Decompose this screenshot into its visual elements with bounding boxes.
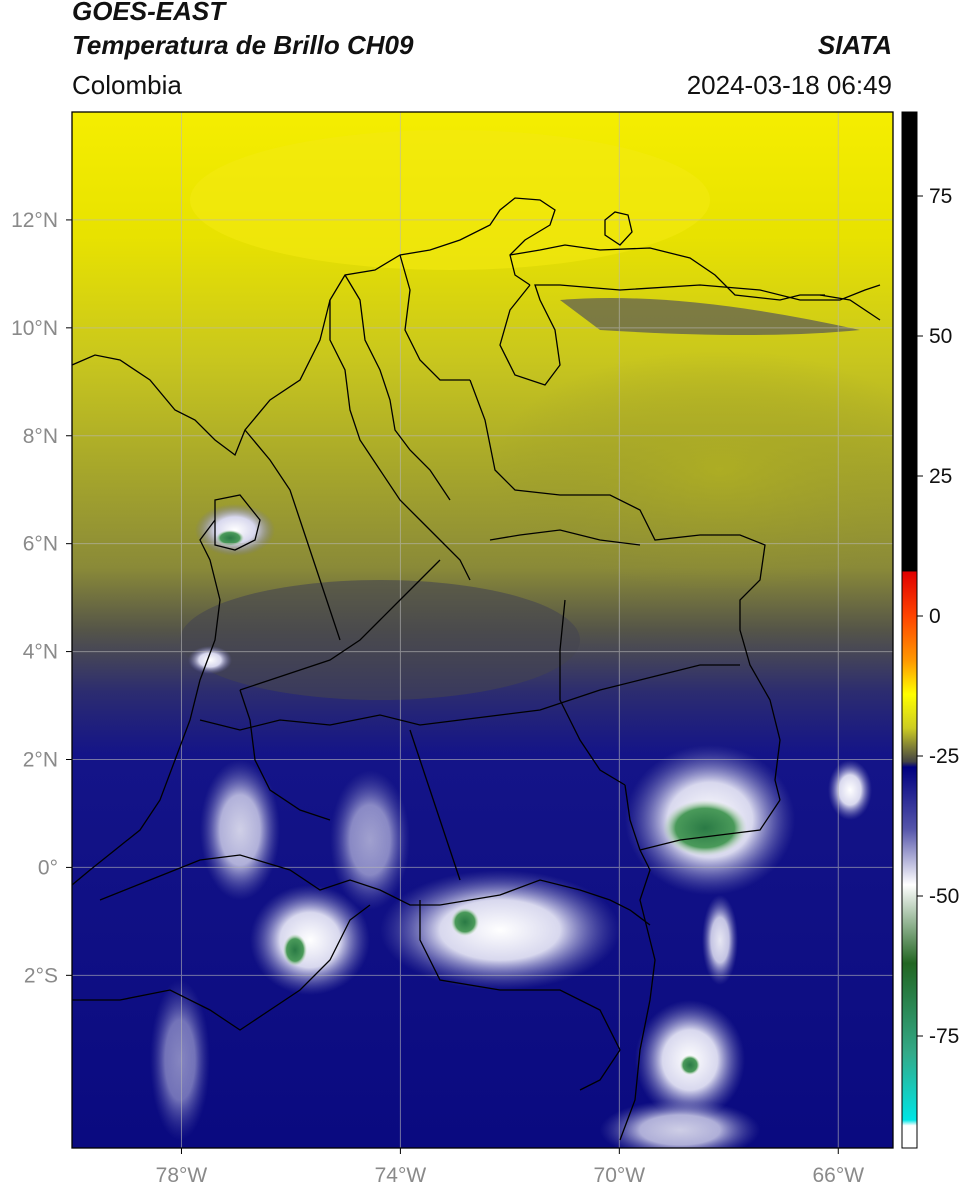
gridlines: [72, 112, 893, 1148]
source-label: SIATA: [817, 30, 892, 60]
colorbar-ticks: 75 50 25 0 -25 -50 -75: [917, 185, 959, 1048]
colorbar-tick-label: 50: [929, 325, 952, 348]
lat-tick-label: 10°N: [11, 317, 58, 340]
lat-tick-label: 6°N: [23, 533, 58, 556]
map-frame: [71, 111, 894, 1149]
colorbar-tick-label: 25: [929, 465, 952, 488]
lon-tick-label: 78°W: [156, 1164, 208, 1187]
lon-tick-label: 66°W: [812, 1164, 864, 1187]
latitude-ticks: 12°N 10°N 8°N 6°N 4°N 2°N 0° 2°S: [11, 209, 72, 987]
lat-tick-label: 2°S: [24, 964, 58, 987]
lat-tick-label: 12°N: [11, 209, 58, 232]
lat-tick-label: 0°: [38, 856, 58, 879]
colorbar-tick-label: -50: [929, 885, 959, 908]
cold-cloud-tops: [150, 504, 872, 1148]
lon-tick-label: 70°W: [594, 1164, 646, 1187]
longitude-ticks: 78°W 74°W 70°W 66°W: [156, 1148, 864, 1187]
lat-tick-label: 4°N: [23, 641, 58, 664]
colorbar-tick-label: -75: [929, 1025, 959, 1048]
lat-tick-label: 8°N: [23, 425, 58, 448]
lon-tick-label: 74°W: [375, 1164, 427, 1187]
region-label: Colombia: [72, 70, 182, 100]
satellite-title: GOES-EAST: [72, 0, 226, 26]
colorbar-tick-label: -25: [929, 745, 959, 768]
colorbar-tick-label: 75: [929, 185, 952, 208]
datetime-label: 2024-03-18 06:49: [686, 70, 892, 100]
colorbar-tick-label: 0: [929, 605, 941, 628]
lat-tick-label: 2°N: [23, 749, 58, 772]
colorbar: [901, 111, 918, 1149]
coldest-cores: [216, 530, 747, 1075]
boundaries: [72, 197, 881, 1141]
product-title: Temperatura de Brillo CH09: [72, 30, 414, 60]
